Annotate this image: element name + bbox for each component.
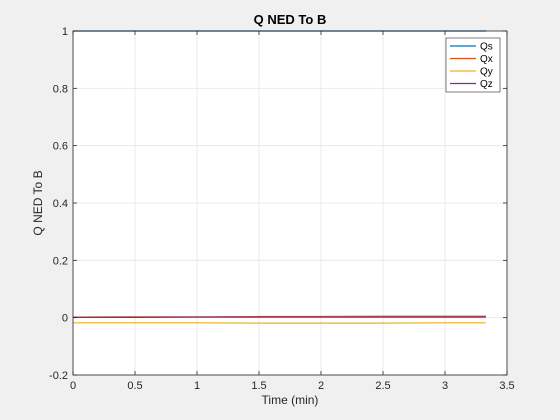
- x-tick-label: 1: [194, 380, 200, 392]
- y-tick-label: 0.4: [53, 198, 68, 210]
- legend-label-qy: Qy: [480, 67, 493, 78]
- legend-label-qz: Qz: [480, 79, 493, 90]
- ticks: 0 0.5 1 1.5 2 2.5 3 3.5-0.200.20.40.60.81: [49, 26, 515, 392]
- y-tick-label: 0.8: [53, 83, 68, 95]
- x-tick-label: 3.5: [499, 380, 514, 392]
- chart-title: Q NED To B: [254, 12, 327, 27]
- y-tick-label: 0.6: [53, 141, 68, 153]
- x-tick-label: 0.5: [127, 380, 142, 392]
- x-tick-label: 2: [318, 380, 324, 392]
- legend-label-qs: Qs: [480, 42, 493, 53]
- x-tick-label: 2.5: [375, 380, 390, 392]
- y-tick-label: -0.2: [49, 370, 68, 382]
- x-axis-label: Time (min): [262, 393, 319, 407]
- y-tick-label: 1: [62, 26, 68, 38]
- x-tick-label: 1.5: [251, 380, 266, 392]
- x-tick-label: 0: [70, 380, 76, 392]
- x-tick-label: 3: [442, 380, 448, 392]
- legend-label-qx: Qx: [480, 54, 493, 65]
- y-axis-label: Q NED To B: [31, 170, 45, 235]
- y-tick-label: 0: [62, 313, 68, 325]
- y-tick-label: 0.2: [53, 255, 68, 267]
